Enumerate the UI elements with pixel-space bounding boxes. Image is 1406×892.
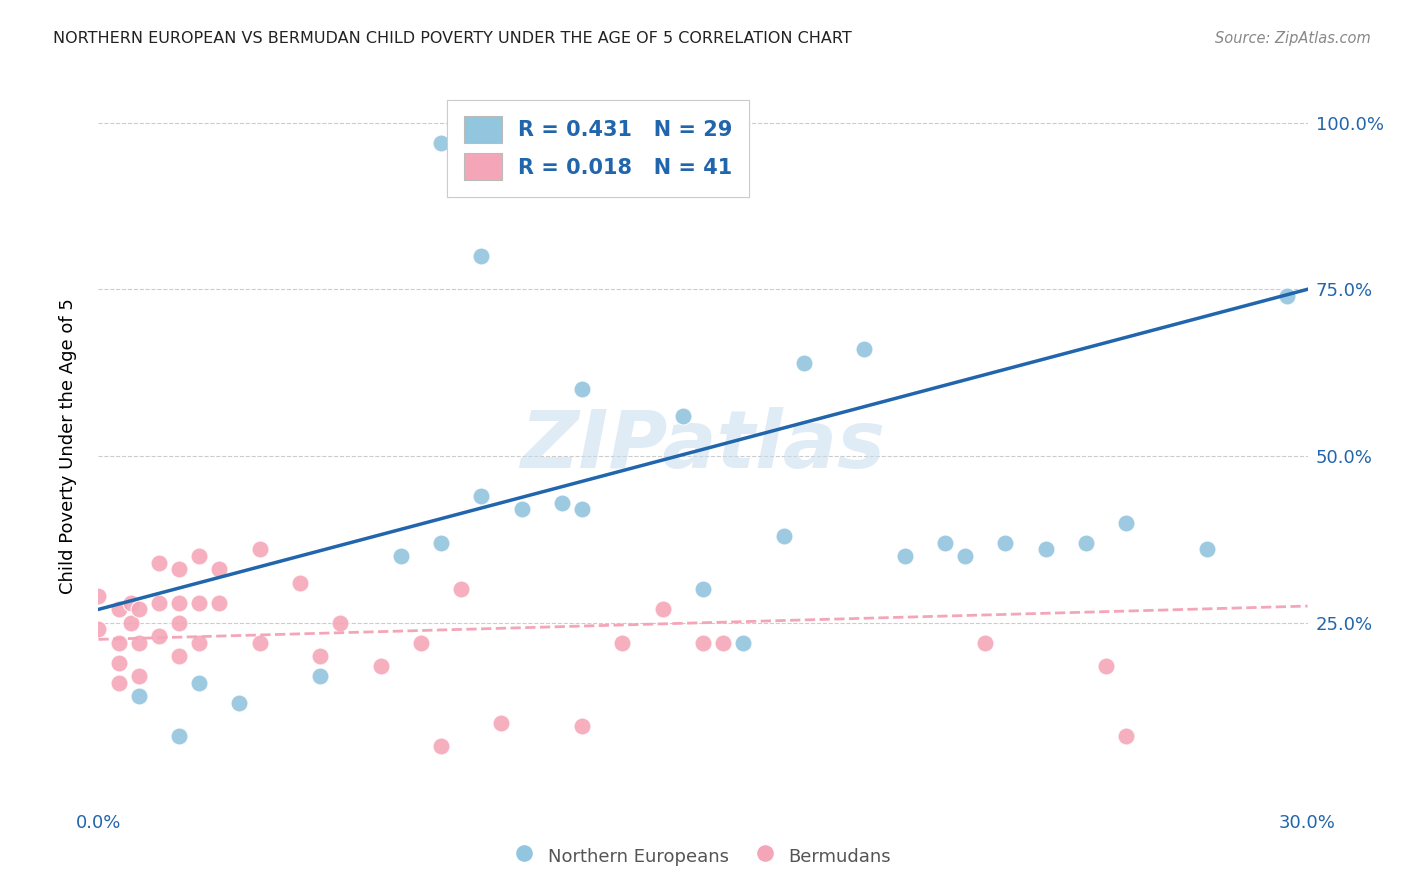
- Point: [409, 636, 432, 650]
- Text: NORTHERN EUROPEAN VS BERMUDAN CHILD POVERTY UNDER THE AGE OF 5 CORRELATION CHART: NORTHERN EUROPEAN VS BERMUDAN CHILD POVE…: [53, 31, 852, 46]
- Point: [249, 542, 271, 557]
- Point: [167, 562, 190, 576]
- Point: [389, 549, 412, 563]
- Point: [793, 356, 815, 370]
- Point: [510, 502, 533, 516]
- Point: [571, 382, 593, 396]
- Point: [711, 636, 734, 650]
- Point: [107, 656, 129, 670]
- Point: [148, 596, 170, 610]
- Point: [87, 589, 110, 603]
- Point: [934, 535, 956, 549]
- Point: [430, 535, 453, 549]
- Point: [128, 636, 150, 650]
- Point: [571, 502, 593, 516]
- Point: [188, 675, 211, 690]
- Point: [994, 535, 1017, 549]
- Point: [120, 615, 142, 630]
- Point: [128, 669, 150, 683]
- Point: [309, 669, 332, 683]
- Point: [1115, 729, 1137, 743]
- Point: [1115, 516, 1137, 530]
- Text: ZIPatlas: ZIPatlas: [520, 407, 886, 485]
- Point: [1095, 659, 1118, 673]
- Point: [853, 343, 876, 357]
- Point: [120, 596, 142, 610]
- Point: [107, 636, 129, 650]
- Point: [1195, 542, 1218, 557]
- Point: [612, 636, 634, 650]
- Point: [1074, 535, 1097, 549]
- Point: [288, 575, 311, 590]
- Point: [1035, 542, 1057, 557]
- Point: [148, 629, 170, 643]
- Y-axis label: Child Poverty Under the Age of 5: Child Poverty Under the Age of 5: [59, 298, 77, 594]
- Text: Source: ZipAtlas.com: Source: ZipAtlas.com: [1215, 31, 1371, 46]
- Point: [893, 549, 915, 563]
- Point: [208, 562, 231, 576]
- Point: [329, 615, 352, 630]
- Point: [370, 659, 392, 673]
- Point: [772, 529, 794, 543]
- Point: [148, 556, 170, 570]
- Point: [953, 549, 976, 563]
- Point: [692, 582, 714, 597]
- Point: [1277, 289, 1299, 303]
- Point: [692, 636, 714, 650]
- Point: [87, 623, 110, 637]
- Point: [188, 596, 211, 610]
- Point: [208, 596, 231, 610]
- Point: [430, 136, 453, 150]
- Point: [128, 602, 150, 616]
- Point: [672, 409, 695, 423]
- Point: [470, 489, 492, 503]
- Point: [470, 249, 492, 263]
- Point: [188, 549, 211, 563]
- Point: [188, 636, 211, 650]
- Point: [551, 496, 574, 510]
- Point: [974, 636, 997, 650]
- Point: [430, 739, 453, 753]
- Point: [571, 719, 593, 733]
- Point: [107, 602, 129, 616]
- Point: [733, 636, 755, 650]
- Legend: R = 0.431   N = 29, R = 0.018   N = 41: R = 0.431 N = 29, R = 0.018 N = 41: [447, 100, 749, 197]
- Point: [167, 615, 190, 630]
- Point: [167, 596, 190, 610]
- Point: [128, 689, 150, 703]
- Point: [228, 696, 250, 710]
- Point: [249, 636, 271, 650]
- Point: [309, 649, 332, 664]
- Legend: Northern Europeans, Bermudans: Northern Europeans, Bermudans: [508, 838, 898, 874]
- Point: [107, 675, 129, 690]
- Point: [651, 602, 673, 616]
- Point: [450, 582, 472, 597]
- Point: [167, 649, 190, 664]
- Point: [167, 729, 190, 743]
- Point: [491, 715, 513, 730]
